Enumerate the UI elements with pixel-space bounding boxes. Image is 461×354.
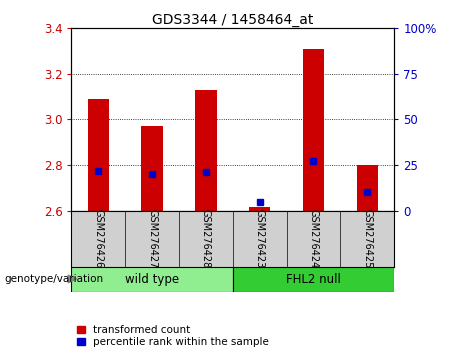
Text: GSM276424: GSM276424 <box>308 209 319 269</box>
Polygon shape <box>68 275 77 283</box>
Bar <box>88 99 109 211</box>
Text: GSM276425: GSM276425 <box>362 209 372 269</box>
Bar <box>233 267 394 292</box>
Text: GSM276427: GSM276427 <box>147 209 157 269</box>
Title: GDS3344 / 1458464_at: GDS3344 / 1458464_at <box>152 13 313 27</box>
Bar <box>142 126 163 211</box>
Text: wild type: wild type <box>125 273 179 286</box>
Text: genotype/variation: genotype/variation <box>5 274 104 284</box>
Text: GSM276423: GSM276423 <box>254 209 265 269</box>
Bar <box>249 207 271 211</box>
Text: GSM276428: GSM276428 <box>201 209 211 269</box>
Text: GSM276426: GSM276426 <box>93 209 103 269</box>
Bar <box>356 165 378 211</box>
Bar <box>195 90 217 211</box>
Legend: transformed count, percentile rank within the sample: transformed count, percentile rank withi… <box>77 325 269 347</box>
Bar <box>303 49 324 211</box>
Text: FHL2 null: FHL2 null <box>286 273 341 286</box>
Bar <box>71 267 233 292</box>
